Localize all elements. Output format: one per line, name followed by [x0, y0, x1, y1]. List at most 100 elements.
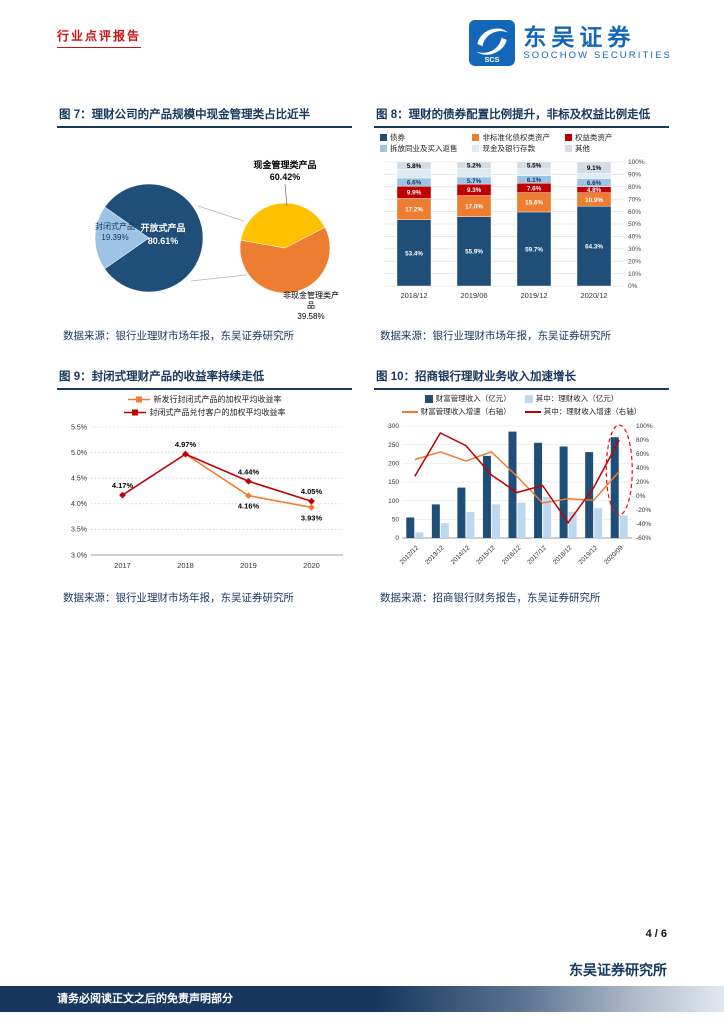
figure-8-stacked-bar-svg: 0% 10% 20% 30% 40% 50% 60% 70% 80% 90% 100% 53.4% 17…	[384, 159, 645, 300]
legend-item: 财富管理收入增速（右轴）	[401, 405, 511, 418]
legend-swatch	[564, 134, 572, 141]
svg-text:100%: 100%	[628, 159, 645, 166]
legend-swatch	[380, 145, 387, 152]
svg-text:2019/12: 2019/12	[520, 291, 547, 300]
svg-text:53.4%: 53.4%	[405, 250, 423, 257]
svg-text:60.42%: 60.42%	[270, 172, 301, 182]
svg-text:2013/12: 2013/12	[424, 544, 446, 566]
svg-text:5.2%: 5.2%	[467, 163, 482, 170]
svg-text:6.6%: 6.6%	[407, 179, 422, 186]
legend-line-swatch	[524, 410, 541, 413]
svg-text:2019/12: 2019/12	[578, 544, 600, 566]
svg-text:300: 300	[388, 423, 399, 430]
svg-text:100%: 100%	[636, 423, 653, 430]
svg-text:非现金管理类产: 非现金管理类产	[283, 290, 339, 300]
figure-8-source: 数据来源：银行业理财市场年报，东吴证券研究所	[380, 330, 611, 342]
svg-text:4.8%: 4.8%	[587, 187, 602, 194]
svg-text:100: 100	[388, 498, 399, 505]
svg-text:39.58%: 39.58%	[297, 312, 324, 321]
svg-text:4.0%: 4.0%	[71, 501, 87, 508]
svg-text:-20%: -20%	[636, 507, 651, 514]
page-number: 4 / 6	[645, 928, 667, 940]
soochow-logo-icon: SCS	[469, 20, 516, 66]
svg-text:5.5%: 5.5%	[71, 424, 87, 431]
svg-text:2020/12: 2020/12	[580, 291, 607, 300]
legend-item: 债券	[380, 132, 472, 143]
svg-text:4.44%: 4.44%	[238, 467, 260, 476]
logo-swirl-icon: SCS	[476, 28, 509, 64]
figure-8-legend: 债券 非标准化债权类资产 权益类资产 拆放同业及买入返售 现金及银行存款 其他	[374, 128, 669, 156]
svg-text:9.9%: 9.9%	[407, 190, 422, 197]
svg-text:64.3%: 64.3%	[585, 244, 603, 251]
figure-10-title: 图 10：招商银行理财业务收入加速增长	[374, 365, 669, 390]
svg-text:2015/12: 2015/12	[475, 544, 497, 566]
svg-text:2019/06: 2019/06	[460, 291, 487, 300]
svg-text:6.1%: 6.1%	[527, 177, 542, 184]
figure-8: 图 8：理财的债券配置比例提升，非标及权益比例走低 债券 非标准化债权类资产 权益类…	[374, 103, 669, 343]
figure-7-pie-svg: 开放式产品 80.61% 封闭式产品 19.39% 现金管理类产品 60.42% 非现金管理…	[94, 159, 339, 321]
logo-monogram: SCS	[485, 55, 500, 64]
svg-text:150: 150	[388, 479, 399, 486]
figure-9: 图 9：封闭式理财产品的收益率持续走低 新发行封闭式产品的加权平均收益率 封闭式产…	[57, 365, 352, 605]
svg-text:品: 品	[307, 301, 315, 310]
figure-8-chart: 债券 非标准化债权类资产 权益类资产 拆放同业及买入返售 现金及银行存款 其他 0% 10% 2…	[374, 128, 669, 324]
report-type-label: 行业点评报告	[57, 27, 142, 48]
legend-swatch	[564, 145, 572, 152]
figure-10-legend: 财富管理收入（亿元） 其中：理财收入（亿元） 财富管理收入增速（右轴） 其中：理财收入…	[374, 390, 669, 418]
brand-name-en: SOOCHOW SECURITIES	[523, 50, 672, 62]
legend-item: 非标准化债权类资产	[472, 132, 564, 143]
disclaimer-text: 请务必阅读正文之后的免责声明部分	[57, 993, 233, 1005]
figure-10-combo-svg: 0 50 100 150 200 250 300 -60% -40% -20% 0% 20% 40% 60…	[388, 423, 653, 566]
legend-swatch	[472, 145, 480, 152]
svg-text:2017/12: 2017/12	[526, 544, 548, 566]
figure-10-chart: 财富管理收入（亿元） 其中：理财收入（亿元） 财富管理收入增速（右轴） 其中：理财收入…	[374, 390, 669, 586]
svg-text:2014/12: 2014/12	[450, 544, 472, 566]
svg-text:5.0%: 5.0%	[71, 450, 87, 457]
svg-text:5.7%: 5.7%	[467, 178, 482, 185]
figure-9-source: 数据来源：银行业理财市场年报，东吴证券研究所	[63, 592, 294, 604]
svg-text:20%: 20%	[628, 258, 641, 265]
svg-text:59.7%: 59.7%	[525, 246, 543, 253]
svg-text:4.05%: 4.05%	[301, 487, 323, 496]
svg-text:2018/12: 2018/12	[552, 544, 574, 566]
svg-text:4.17%: 4.17%	[112, 481, 134, 490]
svg-text:-40%: -40%	[636, 521, 651, 528]
svg-text:20%: 20%	[636, 479, 649, 486]
svg-text:30%: 30%	[628, 246, 641, 253]
svg-text:90%: 90%	[628, 172, 641, 179]
legend-line-marker-icon	[123, 409, 146, 416]
svg-text:0: 0	[395, 535, 399, 542]
svg-text:80%: 80%	[628, 184, 641, 191]
legend-item: 权益类资产	[564, 132, 657, 143]
svg-text:5.8%: 5.8%	[407, 163, 422, 170]
svg-text:2019: 2019	[240, 561, 257, 570]
legend-swatch	[472, 134, 480, 141]
svg-text:9.3%: 9.3%	[467, 187, 482, 194]
figure-8-title: 图 8：理财的债券配置比例提升，非标及权益比例走低	[374, 103, 669, 128]
legend-swatch	[424, 394, 433, 403]
svg-text:60%: 60%	[628, 209, 641, 216]
svg-text:40%: 40%	[636, 465, 649, 472]
svg-text:17.2%: 17.2%	[405, 207, 423, 214]
svg-text:19.39%: 19.39%	[101, 233, 128, 242]
svg-text:10%: 10%	[628, 271, 641, 278]
svg-text:10.9%: 10.9%	[585, 197, 603, 204]
svg-text:50: 50	[392, 517, 400, 524]
figure-7-chart: 开放式产品 80.61% 封闭式产品 19.39% 现金管理类产品 60.42% 非现金管理…	[57, 128, 352, 324]
svg-text:2020/09: 2020/09	[603, 544, 625, 566]
svg-text:250: 250	[388, 442, 399, 449]
charts-grid: 图 7：理财公司的产品规模中现金管理类占比近半 开放式产品 80.61% 封闭式产品…	[57, 103, 669, 605]
figure-10-source: 数据来源：招商银行财务报告，东吴证券研究所	[380, 592, 601, 604]
legend-line-swatch	[401, 410, 418, 413]
svg-text:2018: 2018	[177, 561, 194, 570]
legend-swatch	[524, 394, 533, 403]
svg-text:40%: 40%	[628, 234, 641, 241]
svg-text:0%: 0%	[628, 283, 638, 290]
legend-item: 财富管理收入（亿元）	[424, 392, 511, 405]
svg-text:7.6%: 7.6%	[527, 185, 542, 192]
svg-text:2016/12: 2016/12	[501, 544, 523, 566]
svg-text:60%: 60%	[636, 451, 649, 458]
svg-text:17.0%: 17.0%	[465, 204, 483, 211]
svg-text:50%: 50%	[628, 221, 641, 228]
